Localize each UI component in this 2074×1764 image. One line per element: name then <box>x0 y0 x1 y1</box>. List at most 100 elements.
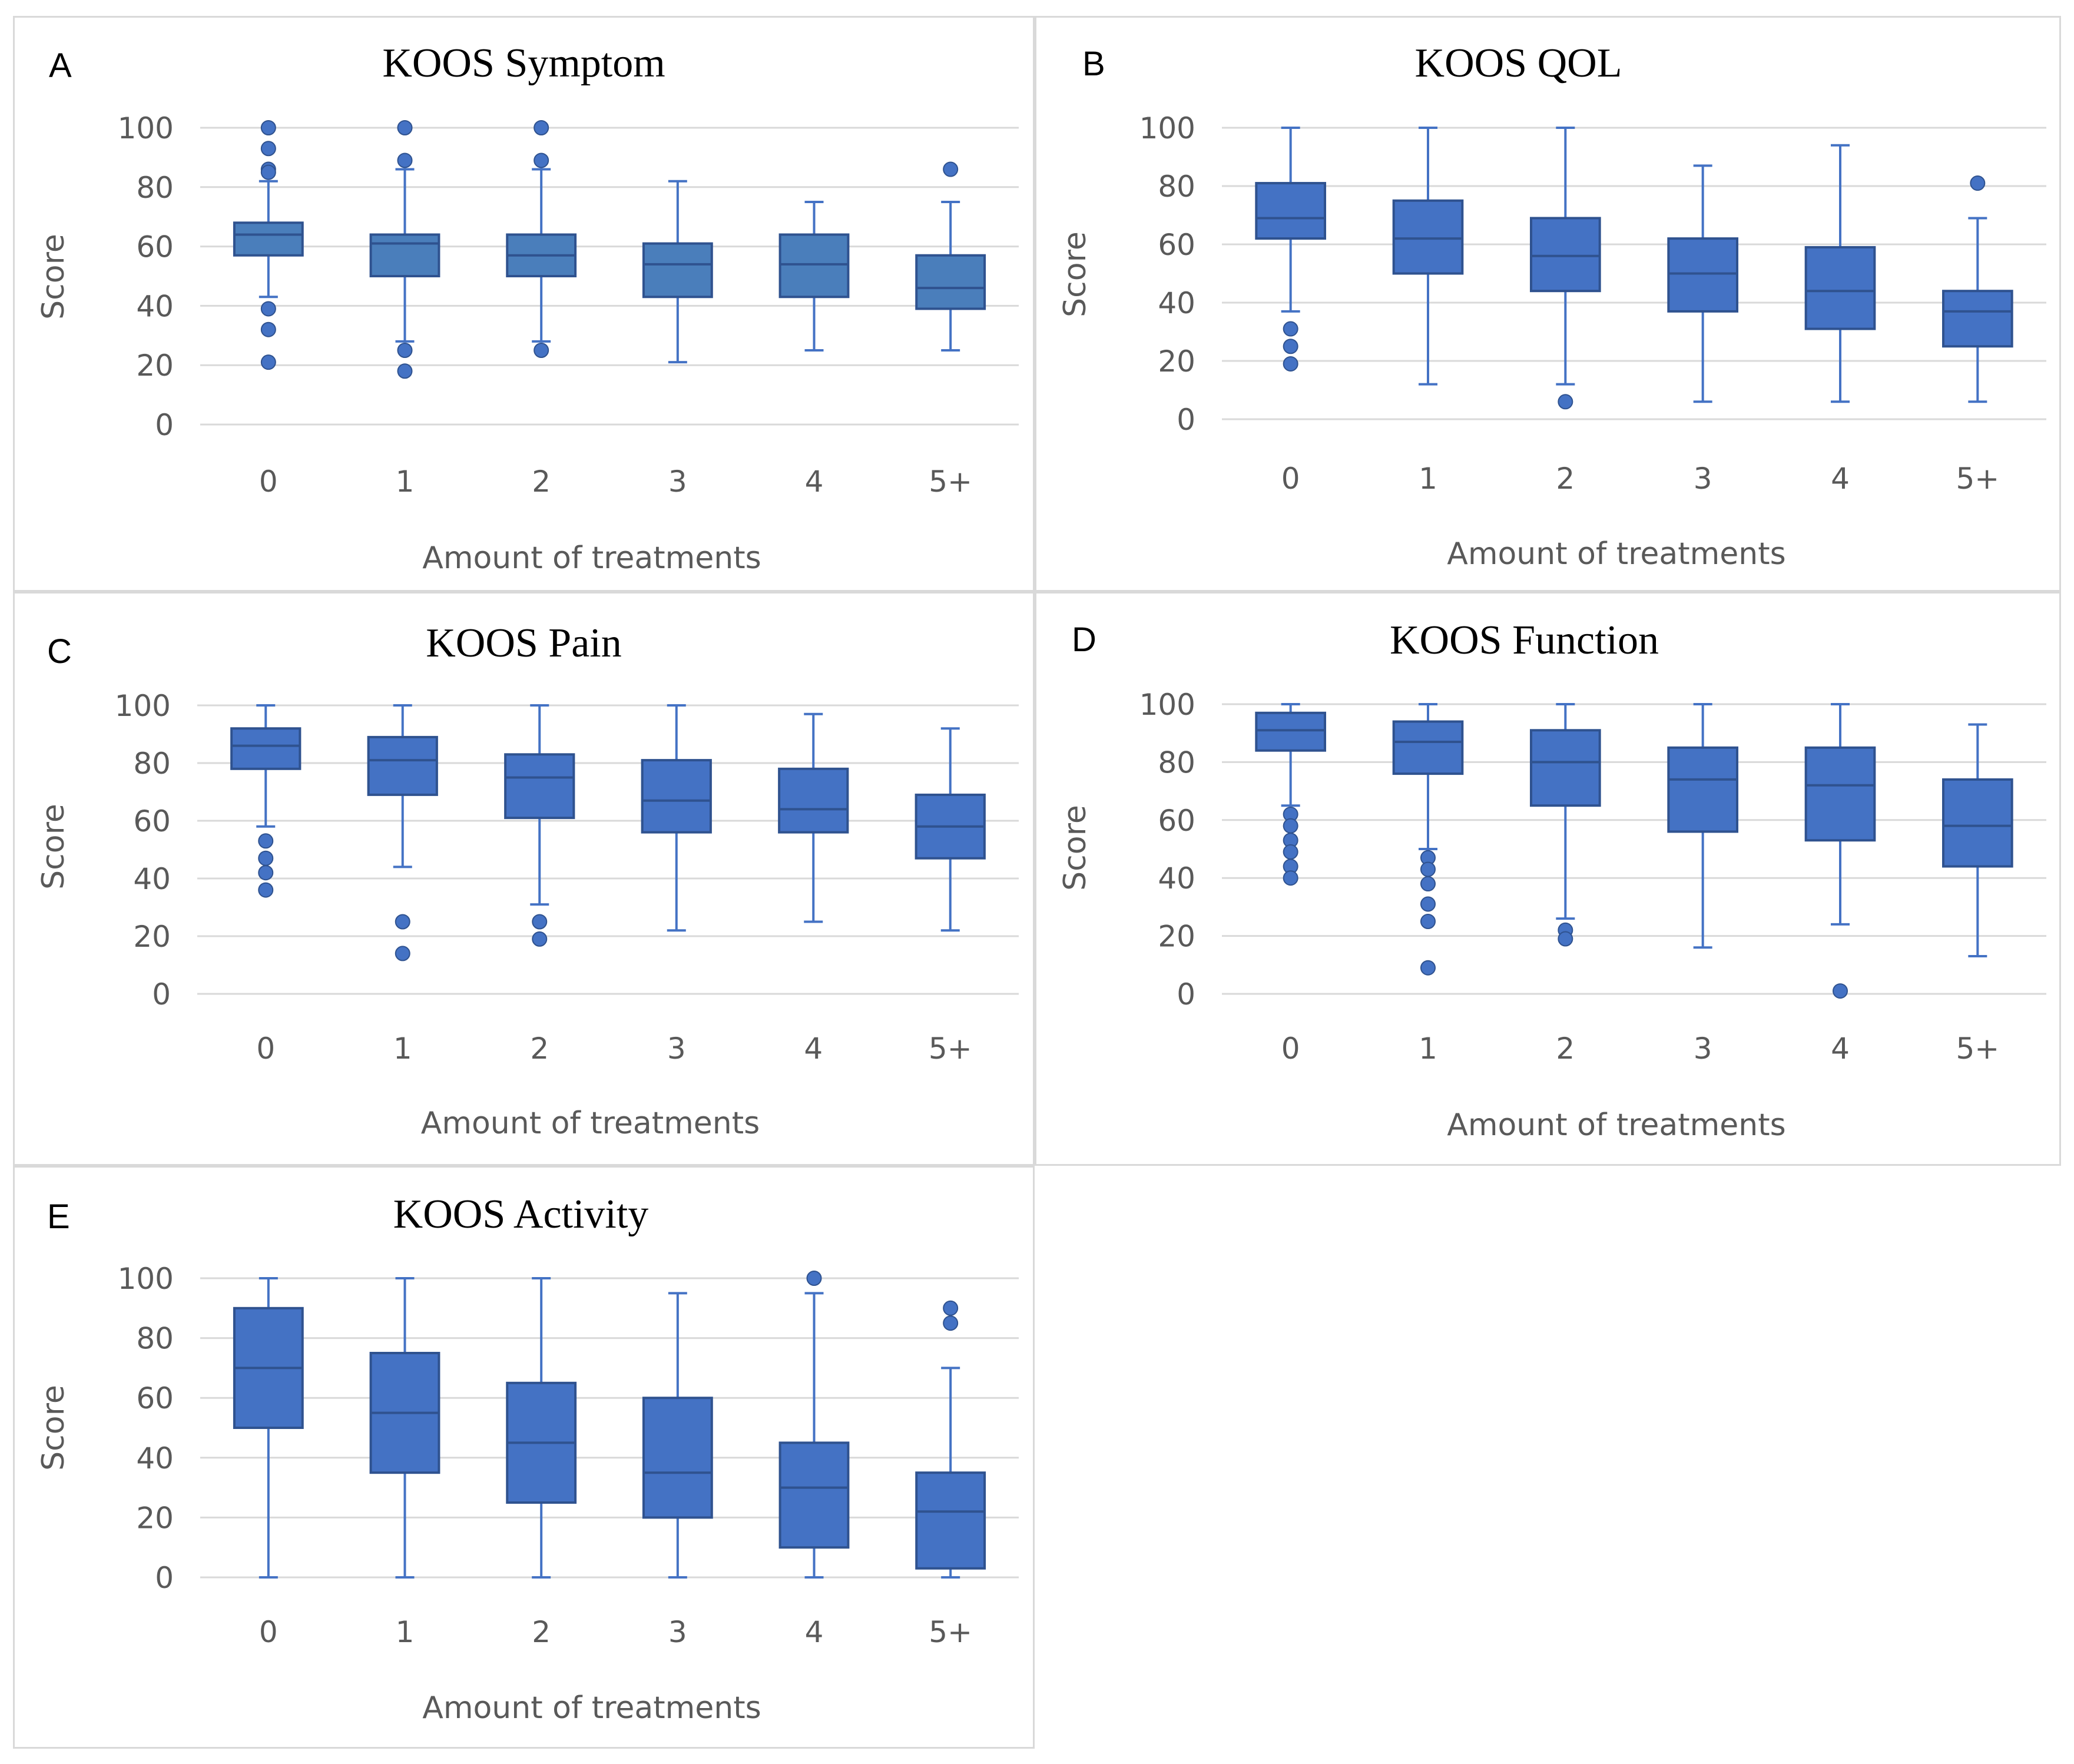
outlier-point <box>1283 844 1298 860</box>
y-tick-label: 100 <box>118 1262 174 1296</box>
box <box>1804 746 1876 842</box>
box <box>230 727 302 770</box>
outlier-point <box>1283 870 1298 886</box>
box <box>367 735 438 796</box>
box <box>1530 729 1601 807</box>
panel-letter: E <box>47 1198 70 1236</box>
box <box>642 1397 713 1519</box>
x-tick-label: 2 <box>530 1032 549 1066</box>
x-tick-label: 3 <box>1694 462 1712 496</box>
y-axis-title: Score <box>1058 805 1093 891</box>
outlier-point <box>1420 861 1436 877</box>
y-tick-label: 20 <box>1158 920 1195 954</box>
y-tick-label: 0 <box>152 977 171 1012</box>
y-tick-label: 40 <box>133 862 171 896</box>
outlier-point <box>1420 960 1436 976</box>
box <box>1667 746 1739 833</box>
x-tick-label: 0 <box>256 1032 275 1066</box>
box <box>1942 778 2013 868</box>
y-tick-label: 60 <box>133 804 171 838</box>
outlier-point <box>1420 914 1436 929</box>
outlier-point <box>395 914 410 930</box>
box <box>369 233 440 277</box>
outlier-point <box>534 120 549 135</box>
y-tick-label: 60 <box>1158 228 1195 262</box>
box <box>778 233 850 299</box>
y-tick-label: 40 <box>136 1441 174 1475</box>
y-tick-label: 40 <box>1158 861 1195 896</box>
box-plot-koos-symptom: 0 20 40 60 80 100 0 1 2 3 4 5+ Amount of treatments S… <box>36 111 1019 576</box>
box <box>778 767 849 834</box>
y-tick-label: 40 <box>1158 286 1195 320</box>
box <box>641 759 712 834</box>
y-tick-label: 0 <box>155 408 174 442</box>
x-tick-label: 4 <box>1831 1032 1850 1066</box>
outlier-point <box>260 301 276 317</box>
x-tick-label: 3 <box>668 465 687 499</box>
y-tick-label: 60 <box>136 230 174 264</box>
box <box>1255 182 1327 240</box>
chart-title: KOOS Function <box>1390 618 1659 663</box>
box <box>1392 199 1464 275</box>
x-tick-label: 3 <box>668 1615 687 1649</box>
y-tick-label: 100 <box>118 111 174 145</box>
x-tick-label: 4 <box>804 1032 823 1066</box>
y-tick-label: 100 <box>1139 688 1195 722</box>
outlier-point <box>534 152 549 168</box>
chart-panel-a: A KOOS Symptom 0 20 40 60 80 100 0 1 2 3 4 5+ Amount… <box>13 16 1035 592</box>
x-axis-title: Amount of treatments <box>421 1106 760 1141</box>
x-tick-label: 2 <box>1556 462 1575 496</box>
outlier-point <box>260 321 276 337</box>
x-axis-title: Amount of treatments <box>1447 536 1785 572</box>
y-tick-label: 80 <box>133 747 171 781</box>
outlier-point <box>258 865 274 881</box>
box-plot-koos-qol: 0 20 40 60 80 100 0 1 2 3 4 5+ Amount of treatments S… <box>1058 111 2046 572</box>
y-tick-label: 20 <box>136 1501 174 1535</box>
outlier-point <box>397 343 413 358</box>
box-plot-koos-function: 0 20 40 60 80 100 0 1 2 3 4 5+ Amount of treatments S… <box>1058 688 2046 1143</box>
chart-title: KOOS Symptom <box>382 41 665 86</box>
x-tick-label: 0 <box>1281 1032 1300 1066</box>
x-axis-title: Amount of treatments <box>1447 1108 1785 1143</box>
chart-panel-d: D KOOS Function 0 20 40 60 80 100 0 1 2 3 4 5+ Amoun… <box>1035 592 2061 1166</box>
box-plot-koos-pain: 0 20 40 60 80 100 0 1 2 3 4 5+ Amount of treatments S… <box>36 689 1019 1141</box>
chart-panel-e: E KOOS Activity 0 20 40 60 80 100 0 1 2 3 4 5+ Amoun… <box>13 1166 1035 1749</box>
panel-letter: C <box>47 632 72 671</box>
x-tick-label: 4 <box>1831 462 1850 496</box>
box <box>504 753 575 820</box>
y-tick-label: 60 <box>1158 804 1195 838</box>
outlier-point <box>1283 356 1298 372</box>
box <box>642 242 713 299</box>
outlier-point <box>532 914 548 930</box>
x-tick-label: 5+ <box>929 465 972 499</box>
box <box>1667 237 1739 313</box>
y-tick-label: 80 <box>136 1322 174 1356</box>
y-axis-title: Score <box>36 234 71 320</box>
y-axis-title: Score <box>1058 231 1093 317</box>
x-tick-label: 0 <box>1281 462 1300 496</box>
box <box>915 254 986 310</box>
y-tick-label: 20 <box>136 349 174 383</box>
panel-letter: B <box>1082 45 1105 83</box>
outlier-point <box>1420 896 1436 912</box>
y-tick-label: 80 <box>136 171 174 205</box>
x-tick-label: 0 <box>259 465 278 499</box>
x-tick-label: 1 <box>1419 462 1437 496</box>
y-axis-title: Score <box>36 1385 71 1471</box>
outlier-point <box>1833 983 1848 999</box>
y-tick-label: 0 <box>155 1561 174 1595</box>
y-tick-label: 100 <box>115 689 171 723</box>
y-tick-label: 0 <box>1177 977 1195 1012</box>
outlier-point <box>1970 175 1986 191</box>
x-tick-label: 2 <box>532 1615 551 1649</box>
x-tick-label: 5+ <box>1956 1032 1999 1066</box>
chart-panel-b: B KOOS QOL 0 20 40 60 80 100 0 1 2 3 4 5+ Amount of … <box>1035 16 2061 592</box>
outlier-point <box>534 343 549 358</box>
outlier-point <box>1283 339 1298 354</box>
box <box>233 221 304 257</box>
outlier-point <box>258 882 274 898</box>
outlier-point <box>260 141 276 157</box>
x-tick-label: 0 <box>259 1615 278 1649</box>
y-tick-label: 20 <box>133 920 171 954</box>
x-tick-label: 1 <box>396 1615 415 1649</box>
